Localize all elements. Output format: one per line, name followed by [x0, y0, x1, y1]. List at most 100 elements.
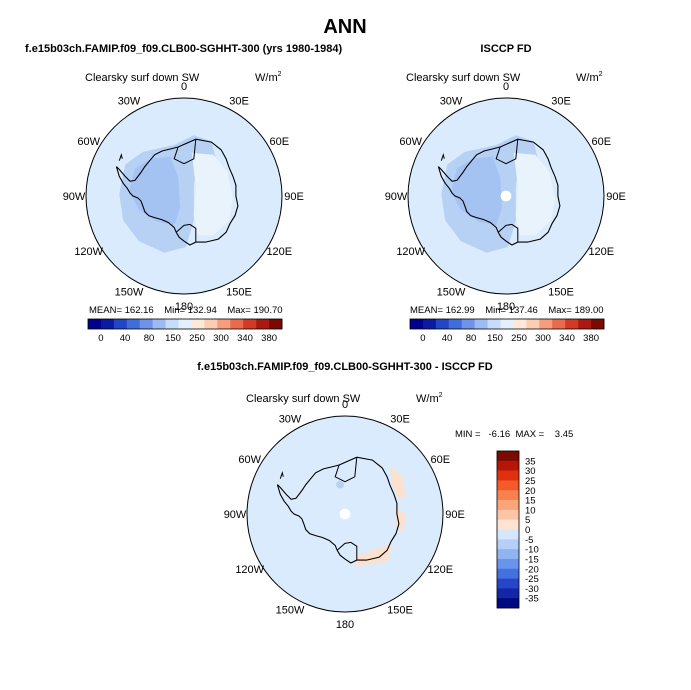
- field-label: Clearsky surf down SW: [85, 72, 200, 84]
- colorbar-swatch: [497, 490, 519, 501]
- ross-ice-shelf-edge: [175, 223, 197, 243]
- colorbar-swatch: [422, 319, 437, 329]
- lon-label: 180: [336, 619, 354, 631]
- lon-label: 180: [175, 301, 193, 313]
- colorbar-tick-label: 80: [144, 333, 155, 344]
- colorbar-tick-label: 250: [189, 333, 205, 344]
- colorbar-swatch: [497, 451, 519, 462]
- colorbar-swatch: [552, 319, 566, 329]
- panel-obs: ISCCP FD Clearsky surf down SW W/m2 0 30E…: [385, 43, 626, 344]
- panel-diff: f.e15b03ch.FAMIP.f09_f09.CLB00-SGHHT-300…: [197, 361, 573, 631]
- colorbar-tick-label: -35: [525, 594, 539, 605]
- ross-ice-shelf-edge: [497, 223, 519, 243]
- colorbar-swatch: [88, 319, 102, 329]
- colorbar-swatch: [448, 319, 463, 329]
- colorbar-tick-label: 380: [261, 333, 277, 344]
- colorbar-tick-label: 10: [525, 505, 536, 516]
- lon-label: 150W: [276, 604, 305, 616]
- colorbar-swatch: [497, 598, 519, 609]
- colorbar-tick-label: 340: [559, 333, 575, 344]
- field-label: Clearsky surf down SW: [406, 72, 521, 84]
- antarctica-coastline: [276, 456, 400, 564]
- lon-label: 60W: [399, 136, 422, 148]
- colorbar: 0 40 80 150 250 300 340 380: [87, 318, 283, 344]
- colorbar-swatch: [565, 319, 579, 329]
- units-text: W/m: [416, 393, 439, 405]
- colorbar-swatch: [513, 319, 527, 329]
- lon-label: 60W: [238, 454, 261, 466]
- lon-label: 120E: [427, 564, 453, 576]
- colorbar-tick-label: 250: [511, 333, 527, 344]
- polar-map: 0 30E 60E 90E 120E 150E 180 150W 120W 90W 60W 30W: [385, 81, 626, 313]
- colorbar-tick-label: -25: [525, 574, 539, 585]
- lon-label: 150E: [387, 604, 413, 616]
- colorbar-tick-label: 340: [237, 333, 253, 344]
- island-coastline: [440, 153, 445, 161]
- lon-label: 30W: [440, 96, 463, 108]
- pole-missing-data: [500, 190, 512, 202]
- lon-label: 150E: [548, 286, 574, 298]
- colorbar-tick-label: 25: [525, 476, 536, 487]
- colorbar-swatch: [497, 509, 519, 520]
- colorbar-tick-label: 0: [420, 333, 425, 344]
- panel-model: f.e15b03ch.FAMIP.f09_f09.CLB00-SGHHT-300…: [25, 43, 342, 344]
- colorbar-frame: [87, 318, 283, 330]
- colorbar-swatch: [217, 319, 231, 329]
- lon-label: 150W: [437, 286, 466, 298]
- colorbar-tick-label: 300: [213, 333, 229, 344]
- lon-label: 0: [503, 81, 509, 93]
- colorbar-swatch: [269, 319, 283, 329]
- field-label: Clearsky surf down SW: [246, 393, 361, 405]
- lon-label: 60W: [77, 136, 100, 148]
- colorbar-tick-label: 80: [466, 333, 477, 344]
- colorbar-swatch: [578, 319, 592, 329]
- colorbar-swatch: [100, 319, 115, 329]
- lon-label: 90W: [63, 191, 86, 203]
- colorbar-tick-label: -10: [525, 545, 539, 556]
- colorbar-tick-label: -15: [525, 554, 539, 565]
- stats-line: MEAN= 162.16 Min= 132.94 Max= 190.70: [89, 305, 283, 316]
- units-label: W/m2: [416, 392, 443, 405]
- colorbar-swatch: [497, 500, 519, 511]
- polar-map: 0 30E 60E 90E 120E 150E 180 150W 120W 90W 60W 30W: [224, 399, 465, 631]
- colorbar-swatch: [497, 470, 519, 481]
- colorbar-swatch: [435, 319, 450, 329]
- colorbar-swatch: [591, 319, 605, 329]
- colorbar-swatch: [113, 319, 128, 329]
- colorbar-swatch: [191, 319, 205, 329]
- panel-title: ISCCP FD: [480, 43, 531, 55]
- positive-anomaly: [354, 543, 392, 567]
- lon-label: 90E: [284, 191, 304, 203]
- units-text: W/m: [576, 72, 599, 84]
- colorbar: 0 40 80 150 250 300 340 380: [409, 318, 605, 344]
- colorbar-tick-label: -30: [525, 584, 539, 595]
- colorbar-tick-label: 35: [525, 456, 536, 467]
- units-exponent: 2: [278, 71, 282, 78]
- lon-label: 90W: [385, 191, 408, 203]
- lon-label: 150E: [226, 286, 252, 298]
- negative-anomaly: [336, 480, 345, 489]
- panel-title: f.e15b03ch.FAMIP.f09_f09.CLB00-SGHHT-300…: [25, 43, 342, 55]
- colorbar-tick-label: 20: [525, 486, 536, 497]
- colorbar-swatch: [178, 319, 192, 329]
- colorbar-swatch: [497, 529, 519, 540]
- ross-ice-shelf-edge: [336, 541, 358, 561]
- lon-label: 30E: [551, 96, 571, 108]
- colorbar-swatch: [230, 319, 244, 329]
- lon-label: 0: [342, 399, 348, 411]
- colorbar-tick-label: 380: [583, 333, 599, 344]
- lon-label: 120W: [74, 246, 103, 258]
- colorbar-swatch: [152, 319, 166, 329]
- colorbar-swatch: [526, 319, 540, 329]
- colorbar-tick-label: 0: [98, 333, 103, 344]
- lon-label: 60E: [431, 454, 451, 466]
- weddell-ice-shelf-edge: [173, 139, 197, 165]
- colorbar-tick-label: 150: [487, 333, 503, 344]
- units-exponent: 2: [599, 71, 603, 78]
- colorbar-swatch: [497, 578, 519, 589]
- colorbar-swatch: [497, 568, 519, 579]
- colorbar-tick-label: -5: [525, 535, 533, 546]
- colorbar-swatch: [497, 549, 519, 560]
